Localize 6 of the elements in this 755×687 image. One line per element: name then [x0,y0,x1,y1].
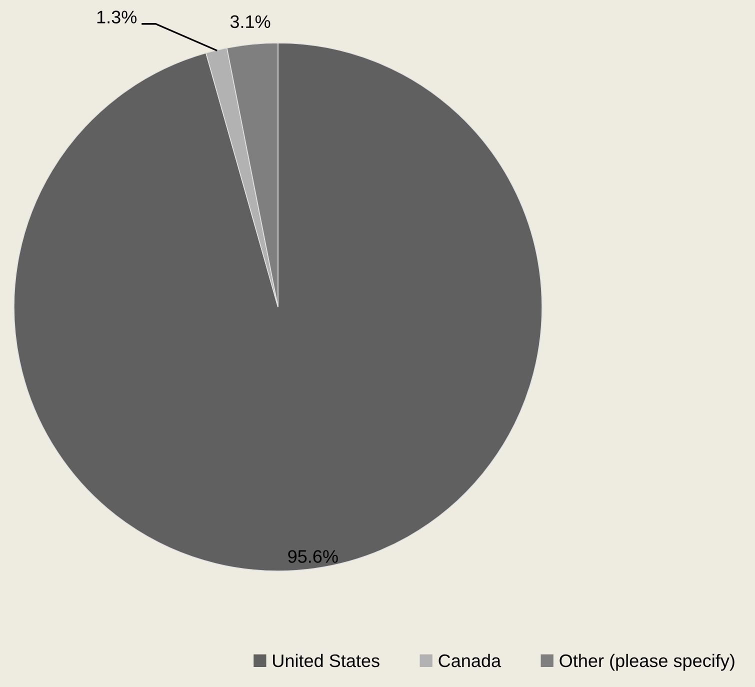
data-label: 3.1% [230,15,270,28]
legend-label: Canada [438,654,502,668]
data-label: 95.6% [288,550,338,563]
legend-label: Other (please specify) [560,654,734,671]
legend-label: United States [273,654,380,668]
data-label: 1.3% [97,10,137,24]
